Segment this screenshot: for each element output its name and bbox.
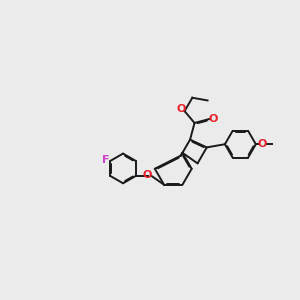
Text: O: O [208, 114, 218, 124]
Text: O: O [143, 170, 152, 180]
Text: O: O [258, 139, 267, 149]
Text: O: O [176, 104, 186, 114]
Text: F: F [102, 155, 110, 165]
